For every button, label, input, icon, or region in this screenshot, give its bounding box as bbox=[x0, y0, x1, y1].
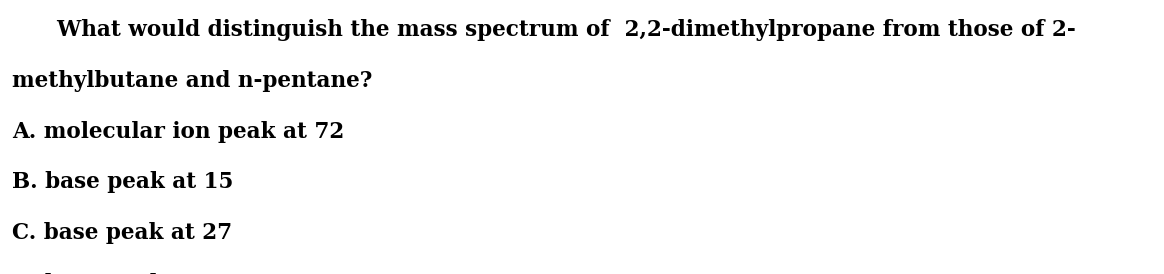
Text: methylbutane and n-pentane?: methylbutane and n-pentane? bbox=[12, 70, 372, 92]
Text: What would distinguish the mass spectrum of  2,2-dimethylpropane from those of 2: What would distinguish the mass spectrum… bbox=[12, 19, 1076, 41]
Text: B. base peak at 15: B. base peak at 15 bbox=[12, 171, 233, 193]
Text: A. molecular ion peak at 72: A. molecular ion peak at 72 bbox=[12, 121, 343, 142]
Text: D. base peak at 43: D. base peak at 43 bbox=[12, 273, 233, 274]
Text: C. base peak at 27: C. base peak at 27 bbox=[12, 222, 232, 244]
